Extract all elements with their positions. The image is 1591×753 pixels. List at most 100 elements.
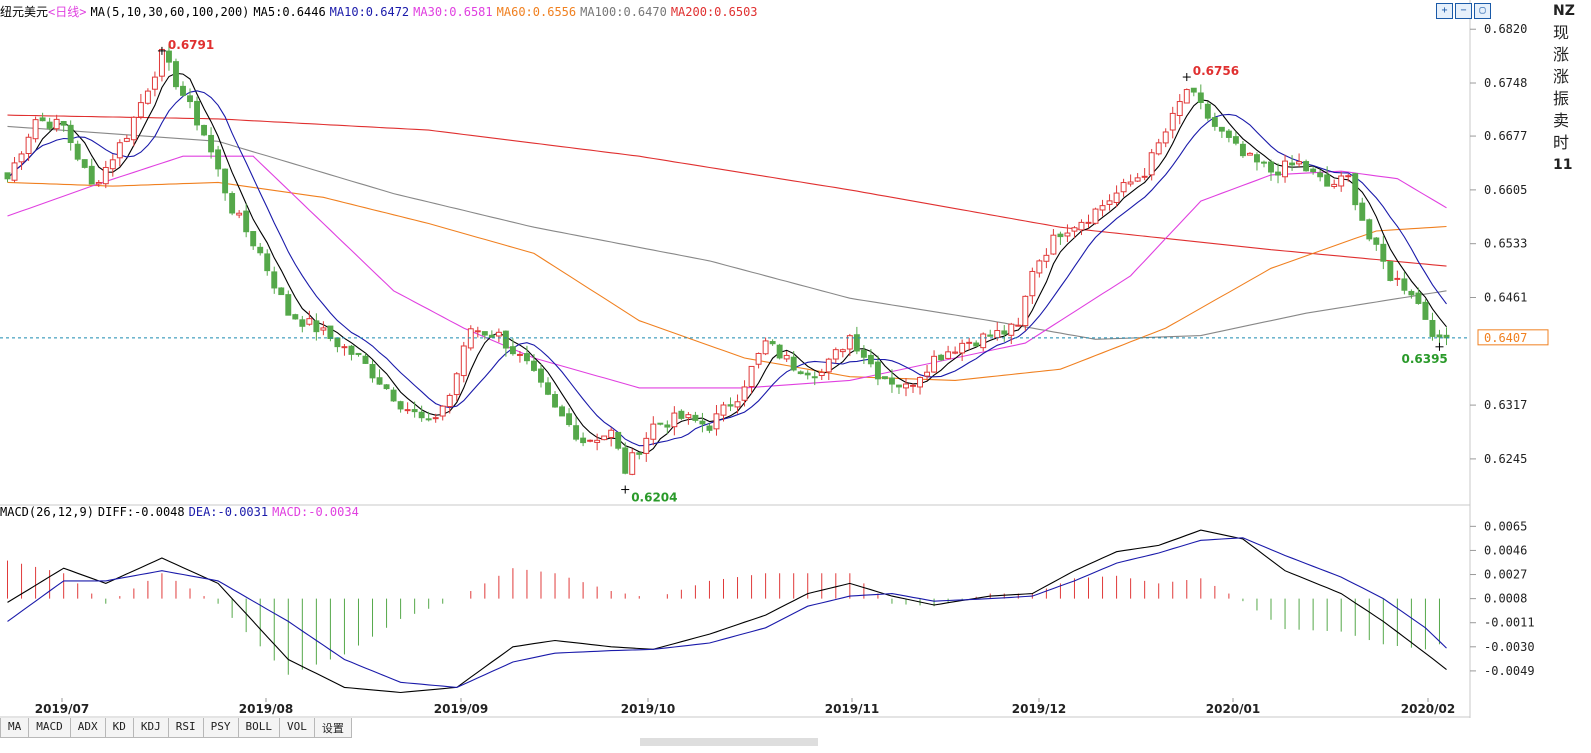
chart-tools: + − ▢: [1436, 3, 1491, 19]
candle-body: [257, 246, 264, 254]
candle-body: [1254, 154, 1260, 163]
candle-body: [173, 61, 179, 88]
candle-body: [299, 319, 306, 327]
candle-body: [685, 414, 692, 419]
candle-body: [1239, 143, 1246, 157]
candle-body: [165, 50, 172, 63]
candle-body: [348, 345, 355, 355]
candle-body: [931, 355, 938, 373]
candle-body: [1282, 160, 1289, 178]
tab-kd[interactable]: KD: [104, 718, 134, 738]
candle-body: [566, 413, 573, 426]
candle-body: [243, 210, 250, 233]
candle-body: [1373, 237, 1380, 245]
candle-body: [81, 159, 88, 168]
candle-body: [594, 439, 601, 443]
candle-body: [278, 287, 285, 296]
symbol-title: 纽元美元: [0, 5, 49, 19]
candle-body: [1268, 161, 1274, 173]
candle-body: [1050, 234, 1057, 255]
candle-body: [1261, 161, 1267, 164]
tab-rsi[interactable]: RSI: [167, 718, 204, 738]
price-tick-label: 0.6317: [1484, 398, 1527, 412]
candle-body: [734, 401, 741, 408]
candle-body: [109, 159, 116, 170]
candle-body: [860, 349, 867, 358]
candle-body: [123, 137, 130, 142]
scroll-handle[interactable]: [640, 738, 818, 746]
macd-value: MACD:-0.0034: [272, 505, 359, 519]
panel-row-3: 涨: [1553, 67, 1570, 86]
candle-body: [1134, 177, 1141, 182]
tab-macd[interactable]: MACD: [28, 718, 71, 738]
candle-body: [1211, 117, 1218, 127]
candle-body: [748, 365, 755, 388]
candle-body: [102, 166, 109, 185]
tab-psy[interactable]: PSY: [202, 718, 239, 738]
candle-body: [804, 372, 811, 376]
tab-ma[interactable]: MA: [0, 718, 30, 738]
tab-vol[interactable]: VOL: [279, 718, 315, 738]
candle-body: [1232, 136, 1239, 144]
candle-body: [888, 377, 895, 385]
candle-body: [285, 294, 292, 316]
extreme-label: 0.6756: [1193, 64, 1239, 78]
candle-body: [797, 371, 804, 375]
candle-body: [945, 351, 952, 359]
candle-body: [699, 420, 706, 425]
candle-body: [1057, 233, 1064, 238]
candle-body: [306, 318, 313, 325]
x-tick-label: 2019/09: [434, 702, 488, 716]
ma-line-ma10: [7, 90, 1447, 447]
candle-body: [201, 124, 208, 136]
candle-body: [1204, 103, 1211, 119]
candle-body: [1029, 270, 1036, 297]
macd-tick-label: -0.0030: [1484, 640, 1535, 654]
candle-body: [39, 117, 46, 122]
candle-body: [369, 364, 376, 379]
candle-body: [1036, 260, 1043, 274]
candle-body: [1148, 152, 1155, 176]
x-tick-label: 2020/01: [1206, 702, 1260, 716]
ma-line-ma5: [7, 72, 1447, 454]
macd-tick-label: -0.0049: [1484, 664, 1535, 678]
tab-boll[interactable]: BOLL: [237, 718, 280, 738]
candle-body: [88, 165, 95, 185]
tab-kdj[interactable]: KDJ: [132, 718, 169, 738]
candle-body: [1141, 175, 1148, 178]
tab-adx[interactable]: ADX: [69, 718, 106, 738]
candle-body: [608, 429, 615, 438]
zoom-out-icon[interactable]: −: [1455, 3, 1472, 19]
candle-body: [671, 412, 678, 428]
tab-settings[interactable]: 设置: [313, 718, 352, 738]
ma200-value: MA200:0.6503: [670, 5, 758, 19]
candle-body: [692, 414, 699, 421]
zoom-in-icon[interactable]: +: [1436, 3, 1453, 19]
price-tick-label: 0.6461: [1484, 290, 1527, 304]
candle-body: [334, 337, 341, 348]
candle-body: [1345, 175, 1352, 178]
candle-body: [236, 212, 243, 216]
candle-body: [1127, 181, 1134, 185]
panel-row-1: 现: [1553, 23, 1570, 42]
candle-body: [853, 334, 860, 352]
candle-body: [1289, 162, 1296, 166]
candle-body: [1183, 89, 1190, 104]
price-tick-label: 0.6605: [1484, 183, 1527, 197]
candle-body: [4, 172, 11, 180]
candle-body: [1064, 232, 1071, 237]
candle-body: [1225, 130, 1232, 138]
candle-body: [776, 344, 783, 359]
candle-body: [636, 452, 643, 455]
candle-body: [910, 384, 916, 387]
price-axis-labels: 0.6820 0.6748 0.6677 0.6605 0.6533 0.6461 0.63…: [0, 22, 1549, 466]
chart-header: 纽元美元<日线> MA(5,10,30,60,100,200) MA5:0.6446…: [0, 3, 762, 20]
candle-body: [867, 354, 874, 365]
candle-body: [446, 394, 453, 408]
candle-body: [1310, 168, 1317, 173]
candle-body: [1331, 183, 1338, 187]
candle-body: [130, 116, 137, 141]
candle-body: [481, 331, 488, 336]
maximize-icon[interactable]: ▢: [1474, 3, 1491, 19]
extreme-label: 0.6791: [168, 38, 214, 52]
